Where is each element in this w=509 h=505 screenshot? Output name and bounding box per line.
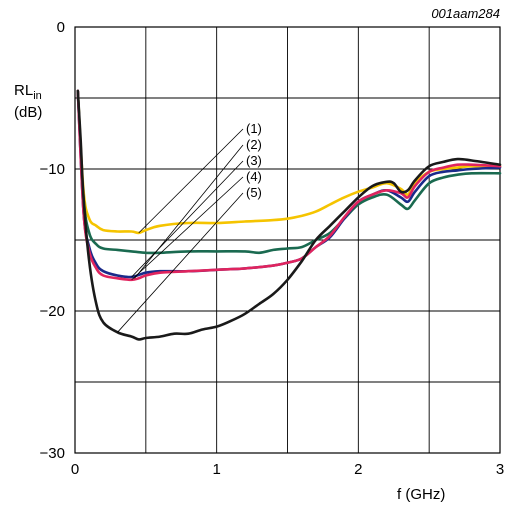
series-line-1: [76, 89, 502, 235]
series-line-5: [76, 89, 502, 341]
callout-label-5: (5): [246, 185, 262, 200]
y-tick-labels: 0 −10 −20 −30: [40, 19, 65, 462]
callout-leader-5: [117, 192, 244, 333]
grid: [75, 27, 500, 453]
y-tick-label: −30: [40, 445, 65, 462]
y-axis-label-sub: in: [33, 90, 42, 102]
callout-leader-3: [131, 160, 244, 278]
series-line-4: [76, 89, 502, 282]
callout-leader-4: [131, 176, 244, 281]
y-tick-label: −20: [40, 303, 65, 320]
y-axis-unit: (dB): [14, 104, 42, 121]
plot-frame: [74, 26, 501, 454]
y-axis-label: RLin: [14, 82, 42, 102]
figure-code: 001aam284: [431, 6, 500, 21]
callout-leader-1: [138, 128, 244, 234]
callout-label-2: (2): [246, 137, 262, 152]
series-group: [76, 89, 502, 341]
x-axis-label: f (GHz): [397, 486, 445, 503]
x-tick-label: 0: [71, 461, 79, 478]
callout-leader-2: [134, 144, 244, 279]
x-tick-labels: 0 1 2 3: [71, 461, 504, 478]
x-tick-label: 2: [354, 461, 362, 478]
callout-label-3: (3): [246, 153, 262, 168]
series-line-2: [76, 89, 502, 255]
callout-label-4: (4): [246, 169, 262, 184]
x-tick-label: 3: [496, 461, 504, 478]
y-tick-label: −10: [40, 161, 65, 178]
y-tick-label: 0: [57, 19, 65, 36]
series-callouts: (1)(2)(3)(4)(5): [117, 121, 262, 333]
x-tick-label: 1: [212, 461, 220, 478]
callout-label-1: (1): [246, 121, 262, 136]
y-axis-label-main: RL: [14, 82, 33, 99]
